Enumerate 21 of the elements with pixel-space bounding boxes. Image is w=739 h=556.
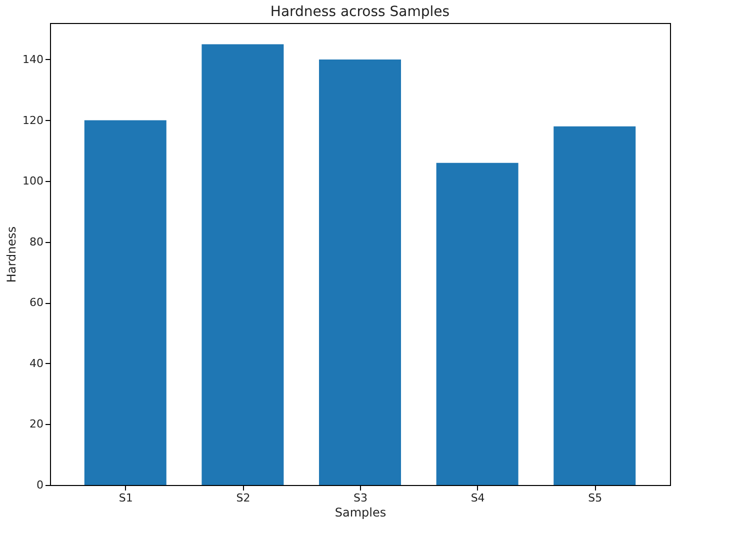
bar bbox=[554, 126, 636, 485]
y-tick-label: 40 bbox=[30, 356, 44, 370]
x-tick-label: S2 bbox=[236, 492, 250, 504]
y-tick-label: 100 bbox=[22, 174, 44, 188]
bar bbox=[436, 162, 518, 485]
chart-title: Hardness across Samples bbox=[270, 4, 450, 20]
bar bbox=[319, 59, 401, 485]
y-tick-label: 120 bbox=[22, 114, 44, 127]
x-tick-label: S1 bbox=[118, 492, 133, 504]
y-axis-title: Hardness bbox=[4, 226, 19, 283]
y-tick-label: 20 bbox=[30, 418, 44, 431]
y-tick-label: 0 bbox=[36, 478, 44, 492]
x-tick-label: S3 bbox=[354, 492, 368, 504]
x-tick-label: S5 bbox=[588, 492, 602, 504]
y-tick-label: 80 bbox=[30, 235, 44, 248]
bar bbox=[202, 44, 284, 485]
bar bbox=[84, 120, 166, 485]
y-tick-label: 140 bbox=[22, 52, 44, 66]
x-axis-title: Samples bbox=[334, 506, 386, 520]
x-tick-label: S4 bbox=[470, 492, 485, 504]
y-tick-label: 60 bbox=[30, 296, 44, 310]
